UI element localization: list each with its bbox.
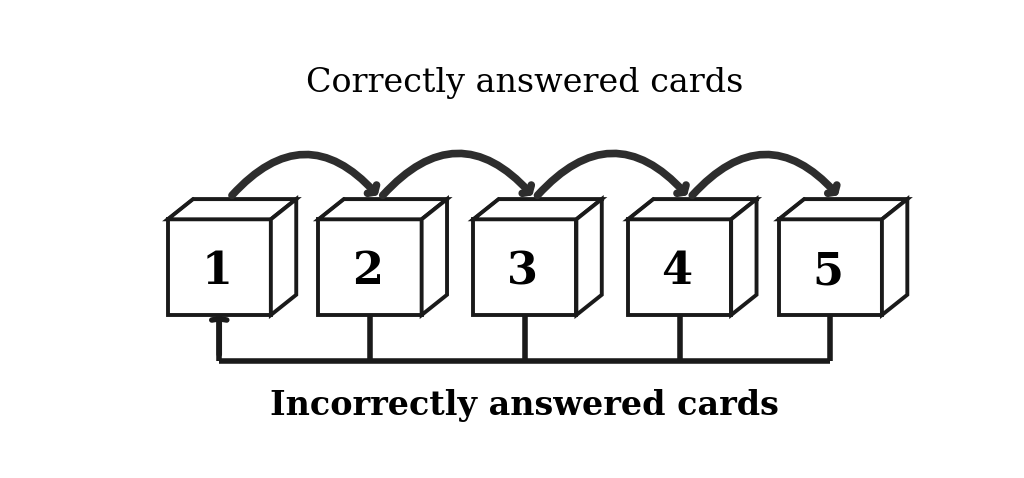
Text: 1: 1 [202,250,232,293]
Text: Incorrectly answered cards: Incorrectly answered cards [270,389,779,422]
Polygon shape [473,199,602,219]
FancyArrowPatch shape [232,154,377,196]
Text: 5: 5 [812,250,844,293]
Polygon shape [779,199,907,219]
Text: 4: 4 [662,250,692,293]
Polygon shape [168,199,296,219]
Polygon shape [318,199,447,219]
Polygon shape [628,199,757,219]
Polygon shape [168,219,270,315]
Polygon shape [882,199,907,315]
Polygon shape [270,199,296,315]
Text: 2: 2 [352,250,383,293]
FancyArrowPatch shape [383,153,531,196]
FancyArrowPatch shape [692,154,837,196]
Polygon shape [422,199,447,315]
FancyArrowPatch shape [538,153,686,196]
Polygon shape [779,219,882,315]
Polygon shape [577,199,602,315]
Polygon shape [731,199,757,315]
Polygon shape [473,219,577,315]
Polygon shape [318,219,422,315]
Text: Correctly answered cards: Correctly answered cards [306,67,743,99]
Text: 3: 3 [507,250,538,293]
Polygon shape [628,219,731,315]
